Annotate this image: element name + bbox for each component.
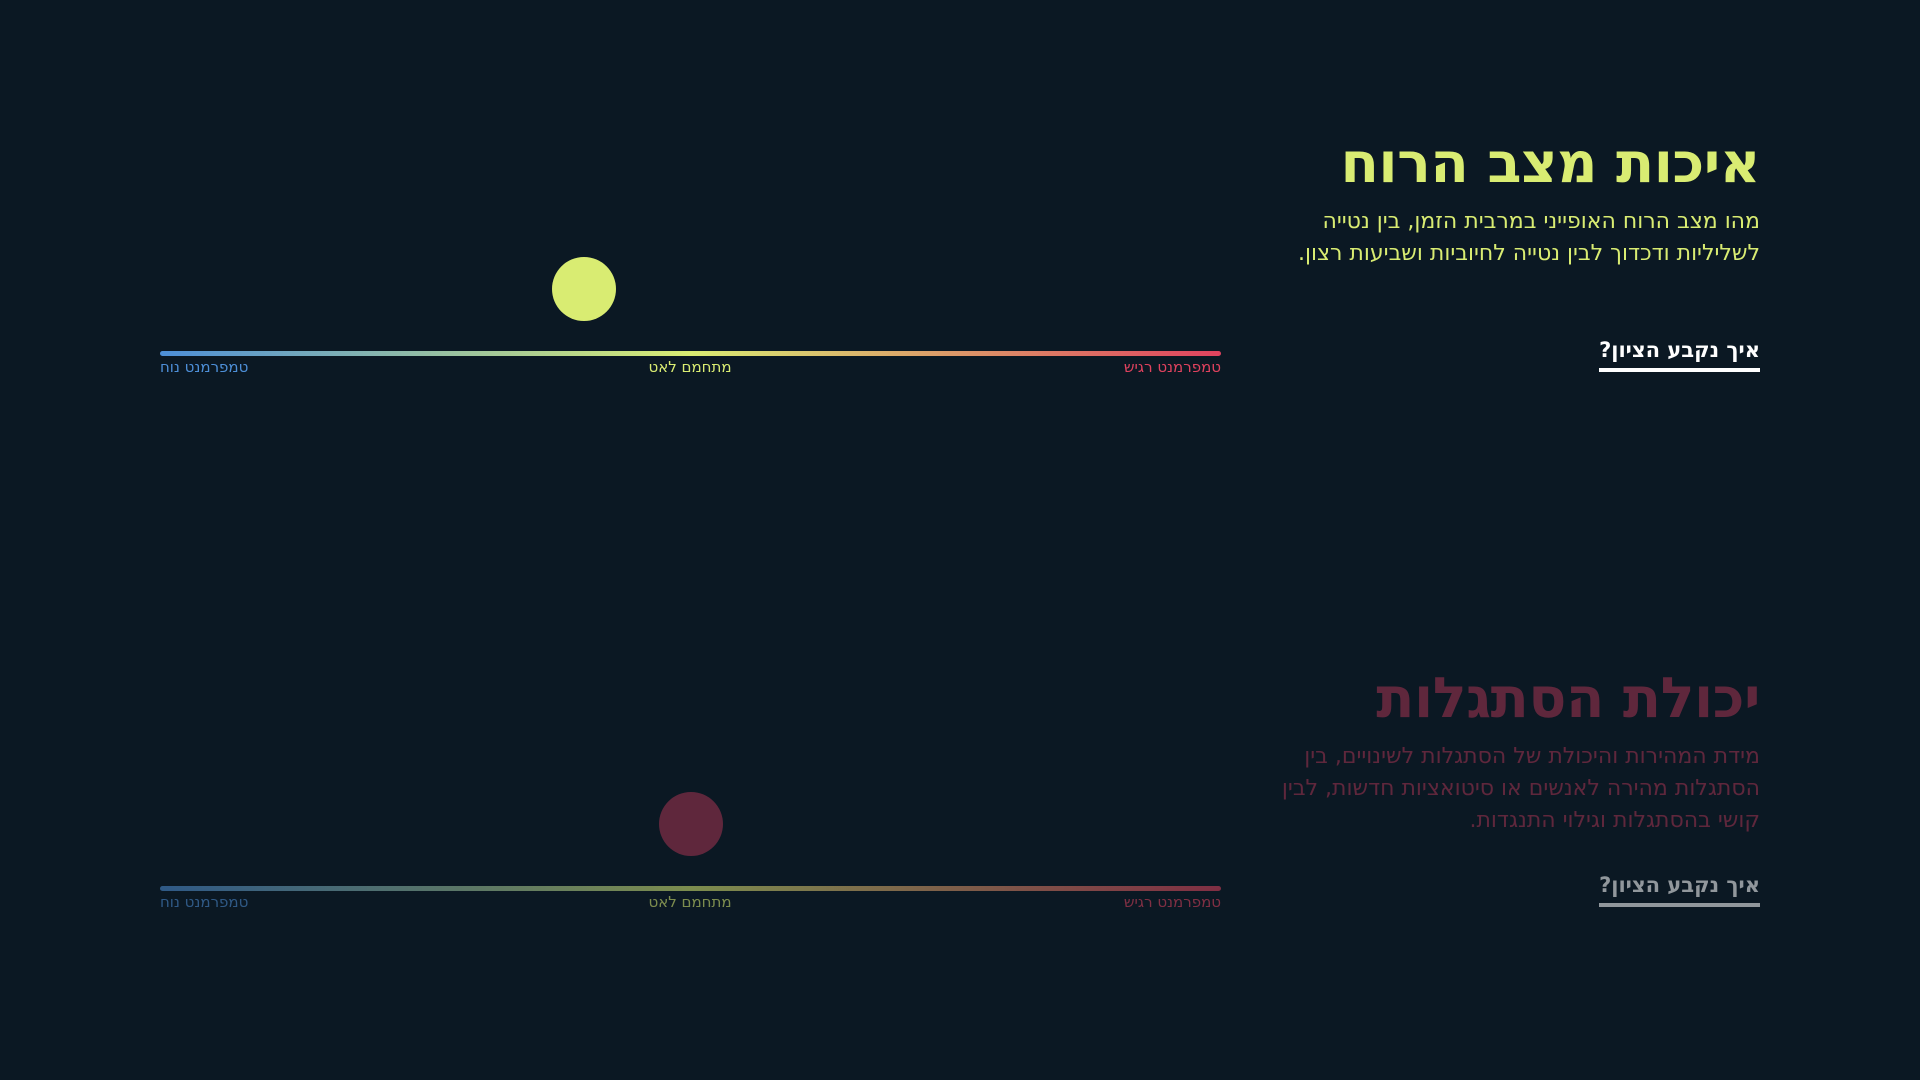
scale-label-calm: טמפרמנט נוח [160,893,249,911]
trait-title: איכות מצב הרוח [1340,131,1760,196]
trait-description: מידת המהירות והיכולת של הסתגלות לשינויים… [1281,744,1760,833]
trait-text-block: איכות מצב הרוח מהו מצב הרוח האופייני במר… [1260,130,1761,270]
trait-section-adaptability: יכולת הסתגלות מידת המהירות והיכולת של הס… [160,665,1761,911]
how-score-determined-link[interactable]: איך נקבע הציון? [1599,338,1760,372]
score-marker [552,257,617,321]
trait-title: יכולת הסתגלות [1376,666,1760,731]
scale-label-sensitive: טמפרמנט רגיש [1123,358,1221,376]
temperament-scale-bar [160,351,1221,356]
scale-label-sensitive: טמפרמנט רגיש [1123,893,1221,911]
trait-description: מהו מצב הרוח האופייני במרבית הזמן, בין נ… [1297,209,1760,266]
how-score-determined-link[interactable]: איך נקבע הציון? [1599,873,1760,907]
trait-text-block: יכולת הסתגלות מידת המהירות והיכולת של הס… [1260,665,1761,837]
scale-label-calm: טמפרמנט נוח [160,358,249,376]
score-marker [658,792,723,856]
trait-section-mood: איכות מצב הרוח מהו מצב הרוח האופייני במר… [160,130,1761,376]
temperament-scale-bar [160,886,1221,891]
